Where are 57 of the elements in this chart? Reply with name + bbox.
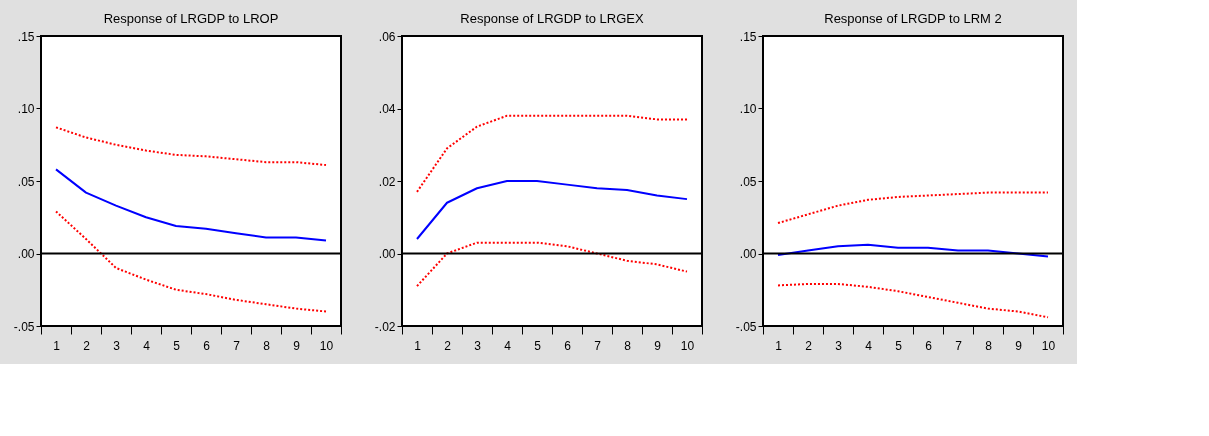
x-tick-label: 4 (865, 338, 873, 353)
y-tick-label: .00 (17, 247, 35, 261)
x-tick-label: 5 (534, 338, 542, 353)
y-tick-label: .02 (378, 174, 396, 189)
chart-title: Response of LRGDP to LROP (103, 11, 279, 26)
y-tick-label: .05 (739, 174, 757, 189)
x-tick-label: 7 (233, 338, 241, 353)
y-tick-label: .15 (17, 29, 35, 44)
chart-title: Response of LRGDP to LRGEX (460, 11, 644, 26)
x-tick-label: 7 (955, 338, 963, 353)
x-tick-label: 9 (1015, 338, 1023, 353)
x-tick-label: 5 (173, 338, 181, 353)
line-series (416, 241, 688, 288)
x-tick-label: 9 (293, 338, 301, 353)
x-tick-label: 10 (319, 338, 334, 353)
y-tick-label: .10 (739, 102, 757, 116)
x-tick-label: 10 (1041, 338, 1056, 353)
line-series (55, 210, 327, 313)
y-tick-label: -.05 (13, 319, 35, 334)
y-tick-label: .05 (17, 174, 35, 189)
line-series (777, 282, 1049, 319)
y-tick-label: .00 (739, 247, 757, 261)
y-tick-label: .06 (378, 29, 396, 44)
line-series (55, 126, 327, 167)
y-tick-label: .10 (17, 102, 35, 116)
line-series (777, 243, 1049, 258)
line-series (777, 191, 1049, 225)
x-tick-label: 3 (835, 338, 843, 353)
x-tick-label: 7 (594, 338, 602, 353)
x-tick-label: 8 (263, 338, 271, 353)
x-tick-label: 5 (895, 338, 903, 353)
x-tick-label: 10 (680, 338, 695, 353)
x-tick-label: 8 (985, 338, 993, 353)
x-tick-label: 4 (143, 338, 151, 353)
x-tick-label: 1 (53, 338, 61, 353)
x-tick-label: 3 (474, 338, 482, 353)
x-tick-label: 2 (805, 338, 813, 353)
y-tick-label: .15 (739, 29, 757, 44)
x-tick-label: 9 (654, 338, 662, 353)
x-tick-label: 1 (414, 338, 422, 353)
y-tick-label: -.02 (374, 319, 396, 334)
x-tick-label: 2 (83, 338, 91, 353)
x-tick-label: 3 (113, 338, 121, 353)
x-tick-label: 4 (504, 338, 512, 353)
line-series (55, 168, 327, 242)
x-tick-label: 8 (624, 338, 632, 353)
line-series (416, 114, 688, 193)
x-tick-label: 6 (564, 338, 572, 353)
y-tick-label: .04 (378, 102, 396, 116)
line-series (416, 180, 688, 240)
x-tick-label: 6 (925, 338, 933, 353)
y-tick-label: .00 (378, 247, 396, 261)
x-tick-label: 1 (775, 338, 783, 353)
chart-title: Response of LRGDP to LRM 2 (824, 11, 1002, 26)
y-tick-label: -.05 (735, 319, 757, 334)
x-tick-label: 6 (203, 338, 211, 353)
x-tick-label: 2 (444, 338, 452, 353)
